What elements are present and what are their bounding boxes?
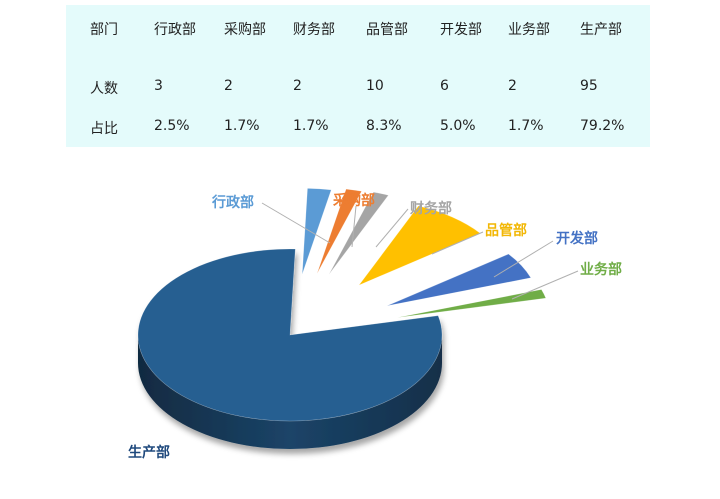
share-row-label: 占比 <box>90 121 118 137</box>
dept-share: 1.7% <box>508 118 544 134</box>
dept-name: 财务部 <box>293 22 335 38</box>
dept-count: 10 <box>366 78 384 94</box>
pie-slice-2 <box>316 188 363 274</box>
dept-name: 品管部 <box>366 22 408 38</box>
dept-count: 2 <box>508 78 517 94</box>
pie-slice-7 <box>137 248 443 449</box>
pie-slice-top <box>301 188 332 275</box>
pie-slice-5 <box>386 253 532 307</box>
dept-count: 3 <box>154 78 163 94</box>
dept-name: 业务部 <box>508 22 550 38</box>
dept-name: 开发部 <box>440 22 482 38</box>
dept-count: 6 <box>440 78 449 94</box>
dept-name: 采购部 <box>224 22 266 38</box>
dept-count: 2 <box>293 78 302 94</box>
data-label: 生产部 <box>128 444 170 461</box>
pie-slice-6 <box>397 289 547 318</box>
pie-slice-top <box>397 289 547 318</box>
data-label: 品管部 <box>485 222 527 239</box>
data-label: 财务部 <box>409 200 452 217</box>
dept-share: 1.7% <box>224 118 260 134</box>
data-label: 业务部 <box>580 261 622 278</box>
header-label: 部门 <box>90 22 118 38</box>
dept-name: 行政部 <box>154 22 196 38</box>
pie-slice-side <box>138 335 442 449</box>
dept-count: 2 <box>224 78 233 94</box>
data-label: 采购部 <box>332 192 375 209</box>
pie-slice-3 <box>328 191 389 275</box>
pie-slice-top <box>328 191 389 275</box>
leader-line <box>493 240 554 278</box>
pie-slice-top <box>386 253 532 307</box>
leader-line <box>261 202 331 244</box>
leader-line <box>351 205 357 248</box>
dept-share: 1.7% <box>293 118 329 134</box>
data-label: 开发部 <box>556 230 598 247</box>
pie-slice-top <box>316 188 363 274</box>
count-row-label: 人数 <box>90 81 118 97</box>
department-table: 部门 人数 占比 行政部 采购部 财务部 品管部 开发部 业务部 生产部 3 2… <box>66 5 650 147</box>
dept-count: 95 <box>580 78 598 94</box>
dept-share: 2.5% <box>154 118 190 134</box>
leader-line <box>511 270 579 300</box>
data-label: 行政部 <box>211 194 254 211</box>
dept-share: 8.3% <box>366 118 402 134</box>
leader-line <box>431 231 484 255</box>
dept-share: 79.2% <box>580 118 625 134</box>
pie-slice-top <box>137 248 443 422</box>
dept-share: 5.0% <box>440 118 476 134</box>
pie-slice-1 <box>301 188 332 275</box>
leader-line <box>375 208 409 248</box>
dept-name: 生产部 <box>580 22 622 38</box>
